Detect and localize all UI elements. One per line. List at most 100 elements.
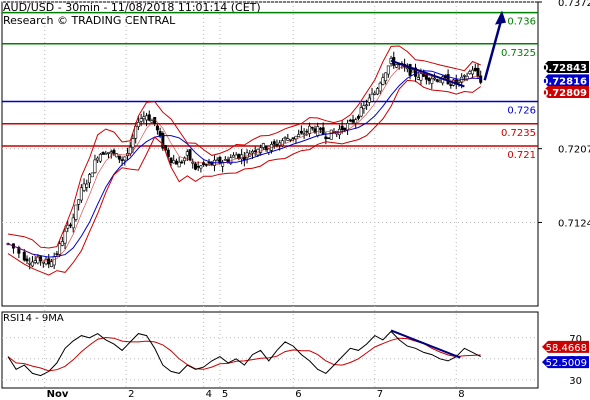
candle-body <box>139 118 143 122</box>
price-panel-frame <box>1 1 539 307</box>
candle-body <box>82 183 86 191</box>
rsi-tick-label: 70 <box>569 334 582 345</box>
candle-body <box>188 149 192 161</box>
candle-body <box>36 256 40 264</box>
rsi-tag-red <box>542 340 589 353</box>
chart-title: AUD/USD - 30min - 11/08/2018 11:01:14 (C… <box>3 1 261 14</box>
candle-body <box>289 138 293 141</box>
candle-body <box>155 125 159 131</box>
rsi-panel-frame <box>1 311 539 389</box>
candle-body <box>71 217 75 229</box>
candle-body <box>438 80 442 83</box>
candle-body <box>134 125 138 139</box>
candle-body <box>210 161 214 165</box>
candle-body <box>373 92 377 95</box>
candle-body <box>93 159 97 174</box>
candle-body <box>25 258 29 262</box>
candle-body <box>180 161 184 164</box>
candle-body <box>365 104 369 107</box>
candle-body <box>327 137 331 140</box>
candle-body <box>98 154 102 162</box>
candle-body <box>77 199 81 205</box>
candle-body <box>427 77 431 82</box>
candle-body <box>131 138 135 148</box>
candle-body <box>196 165 200 168</box>
level-label-resistance: 0.7325 <box>501 48 536 59</box>
candle-body <box>356 116 360 119</box>
candle-body <box>348 119 352 122</box>
candle-body <box>63 230 67 244</box>
candle-body <box>123 156 127 161</box>
candle-body <box>128 146 132 155</box>
candle-body <box>386 65 390 75</box>
price-tick-label: 0.7207 <box>558 145 590 156</box>
candle-body <box>340 125 344 130</box>
price-tag-label: 0.72809 <box>541 88 587 99</box>
candle-body <box>96 157 100 161</box>
price-tag-red <box>542 85 589 98</box>
candle-body <box>245 152 249 159</box>
candle-body <box>416 77 420 80</box>
price-tick-label: 0.7124 <box>558 218 590 229</box>
candle-body <box>191 161 195 164</box>
candle-body <box>55 253 59 255</box>
candle-body <box>52 256 56 266</box>
candle-body <box>435 79 439 82</box>
candle-body <box>359 107 363 117</box>
bollinger-upper <box>7 45 481 249</box>
candle-body <box>381 77 385 85</box>
candle-body <box>41 261 45 264</box>
level-label-support: 0.7235 <box>501 128 536 139</box>
candle-body <box>318 128 322 130</box>
rsi-ma-line <box>7 336 481 372</box>
chart-subtitle: Research © TRADING CENTRAL <box>3 14 176 27</box>
candle-body <box>405 67 409 70</box>
candle-body <box>430 78 434 84</box>
candle-body <box>308 125 312 134</box>
candle-body <box>240 154 244 160</box>
rsi-line <box>7 330 481 377</box>
candle-body <box>291 137 295 139</box>
moving-average-line <box>7 70 481 258</box>
candle-body <box>305 130 309 133</box>
rsi-label: RSI14 - 9MA <box>3 313 64 324</box>
forecast-arrow-shaft <box>483 20 503 81</box>
candle-body <box>207 161 211 164</box>
candle-body <box>411 69 415 73</box>
time-tick-label: 4 <box>206 389 212 400</box>
candle-body <box>324 136 328 140</box>
candle-body <box>145 115 149 121</box>
time-tick-label: 8 <box>458 389 464 400</box>
candle-body <box>215 159 219 162</box>
candle-body <box>471 69 475 75</box>
price-tick-label: 0.7372 <box>558 0 590 9</box>
rsi-tick-label: 30 <box>569 376 582 387</box>
candle-body <box>104 153 108 155</box>
candle-body <box>60 241 64 246</box>
candle-body <box>169 157 173 163</box>
candle-body <box>120 159 124 161</box>
candle-body <box>30 261 34 267</box>
candle-body <box>199 165 203 169</box>
candle-body <box>419 73 423 81</box>
candle-body <box>166 149 170 157</box>
candle-body <box>261 143 265 148</box>
price-tag-blue <box>542 74 589 87</box>
candle-body <box>264 146 268 151</box>
candle-body <box>101 152 105 155</box>
candle-body <box>384 72 388 82</box>
candle-body <box>476 68 480 77</box>
candle-body <box>218 156 222 164</box>
candle-body <box>90 172 94 178</box>
candle-body <box>117 155 121 160</box>
level-label-resistance: 0.736 <box>507 17 536 28</box>
candle-body <box>367 97 371 103</box>
candle-body <box>362 105 366 109</box>
candle-body <box>49 261 53 267</box>
candle-body <box>408 64 412 76</box>
candle-body <box>109 151 113 154</box>
candle-body <box>172 160 176 164</box>
candle-body <box>433 77 437 80</box>
candle-body <box>74 204 78 220</box>
candle-body <box>66 224 70 229</box>
